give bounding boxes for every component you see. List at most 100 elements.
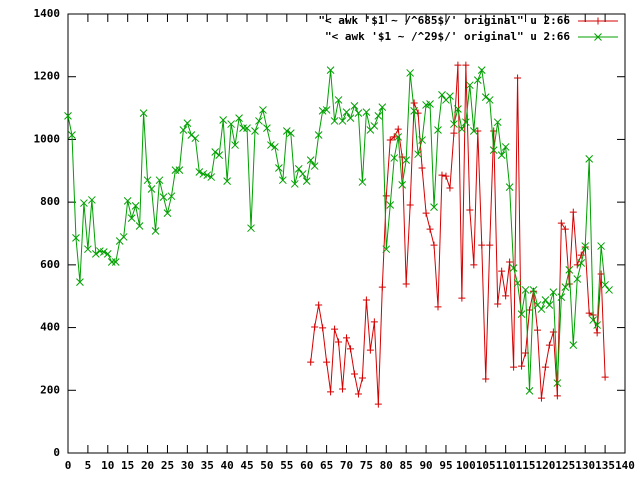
point xyxy=(275,164,283,172)
point xyxy=(505,183,514,191)
point xyxy=(286,129,295,138)
point xyxy=(187,131,196,139)
point xyxy=(135,222,144,230)
point xyxy=(386,136,394,144)
point xyxy=(430,241,438,249)
point xyxy=(315,301,323,309)
point xyxy=(526,306,534,314)
point xyxy=(545,341,553,349)
point xyxy=(585,309,593,317)
point xyxy=(597,242,605,250)
x-tick-label: 95 xyxy=(439,459,452,472)
point xyxy=(350,370,358,378)
point xyxy=(422,209,430,217)
point xyxy=(346,345,354,353)
point xyxy=(343,334,350,342)
point xyxy=(406,201,414,209)
point xyxy=(326,66,335,74)
x-tick-label: 70 xyxy=(340,459,353,472)
point xyxy=(510,363,518,371)
point xyxy=(434,126,442,134)
x-tick-label: 125 xyxy=(555,459,575,472)
point xyxy=(282,127,291,135)
point xyxy=(537,394,545,402)
point xyxy=(390,133,398,141)
point xyxy=(577,259,586,267)
point xyxy=(203,171,212,180)
point xyxy=(346,114,355,122)
point xyxy=(462,61,470,69)
point xyxy=(358,374,366,382)
point xyxy=(267,141,275,149)
point xyxy=(235,114,243,122)
point xyxy=(525,387,534,395)
point xyxy=(486,241,494,249)
point xyxy=(374,112,383,120)
point xyxy=(541,363,549,371)
point xyxy=(207,173,216,181)
point xyxy=(493,118,502,127)
point xyxy=(263,124,271,132)
point xyxy=(311,323,319,331)
point xyxy=(549,328,557,336)
point xyxy=(80,199,88,207)
point xyxy=(183,119,192,127)
point xyxy=(537,305,546,313)
point xyxy=(103,250,112,258)
point xyxy=(402,280,410,288)
point xyxy=(330,117,339,125)
legend-marker xyxy=(594,17,602,25)
point xyxy=(470,261,478,269)
point xyxy=(191,134,200,143)
point xyxy=(434,303,442,311)
point xyxy=(64,112,72,120)
legend-label: "< awk '$1 ~ /^685$/' original" u 2:66 xyxy=(318,14,570,27)
point xyxy=(485,96,494,104)
y-tick-label: 1400 xyxy=(34,7,61,20)
point xyxy=(306,156,315,164)
point xyxy=(382,192,390,200)
x-tick-label: 120 xyxy=(535,459,555,472)
point xyxy=(366,346,374,354)
legend-label: "< awk '$1 ~ /^29$/' original" u 2:66 xyxy=(325,30,570,43)
x-tick-label: 55 xyxy=(280,459,293,472)
x-tick-label: 0 xyxy=(65,459,72,472)
legend-marker xyxy=(594,33,602,41)
point xyxy=(426,100,434,108)
point xyxy=(131,202,140,210)
point xyxy=(227,120,235,128)
x-tick-label: 45 xyxy=(240,459,253,472)
point xyxy=(418,164,426,172)
point xyxy=(394,125,402,133)
point xyxy=(223,177,231,185)
point xyxy=(454,105,462,113)
x-tick-label: 80 xyxy=(380,459,393,472)
point xyxy=(155,176,164,185)
x-tick-label: 115 xyxy=(516,459,536,472)
point xyxy=(159,193,168,201)
point xyxy=(473,76,482,85)
point xyxy=(378,283,386,291)
y-tick-label: 800 xyxy=(40,195,60,208)
point xyxy=(521,286,530,294)
point xyxy=(482,375,490,383)
point xyxy=(111,258,120,266)
point xyxy=(502,292,510,300)
point xyxy=(513,279,522,287)
point xyxy=(466,206,474,214)
point xyxy=(139,109,148,117)
point xyxy=(541,296,550,304)
point xyxy=(88,196,96,204)
point xyxy=(211,148,220,156)
point xyxy=(255,117,263,125)
point xyxy=(478,241,486,249)
point xyxy=(331,325,339,333)
point xyxy=(398,181,407,189)
point xyxy=(601,373,609,381)
point xyxy=(438,91,446,99)
point xyxy=(545,301,554,309)
point xyxy=(529,286,538,294)
point xyxy=(469,127,478,135)
point xyxy=(442,172,450,180)
point xyxy=(565,280,573,288)
